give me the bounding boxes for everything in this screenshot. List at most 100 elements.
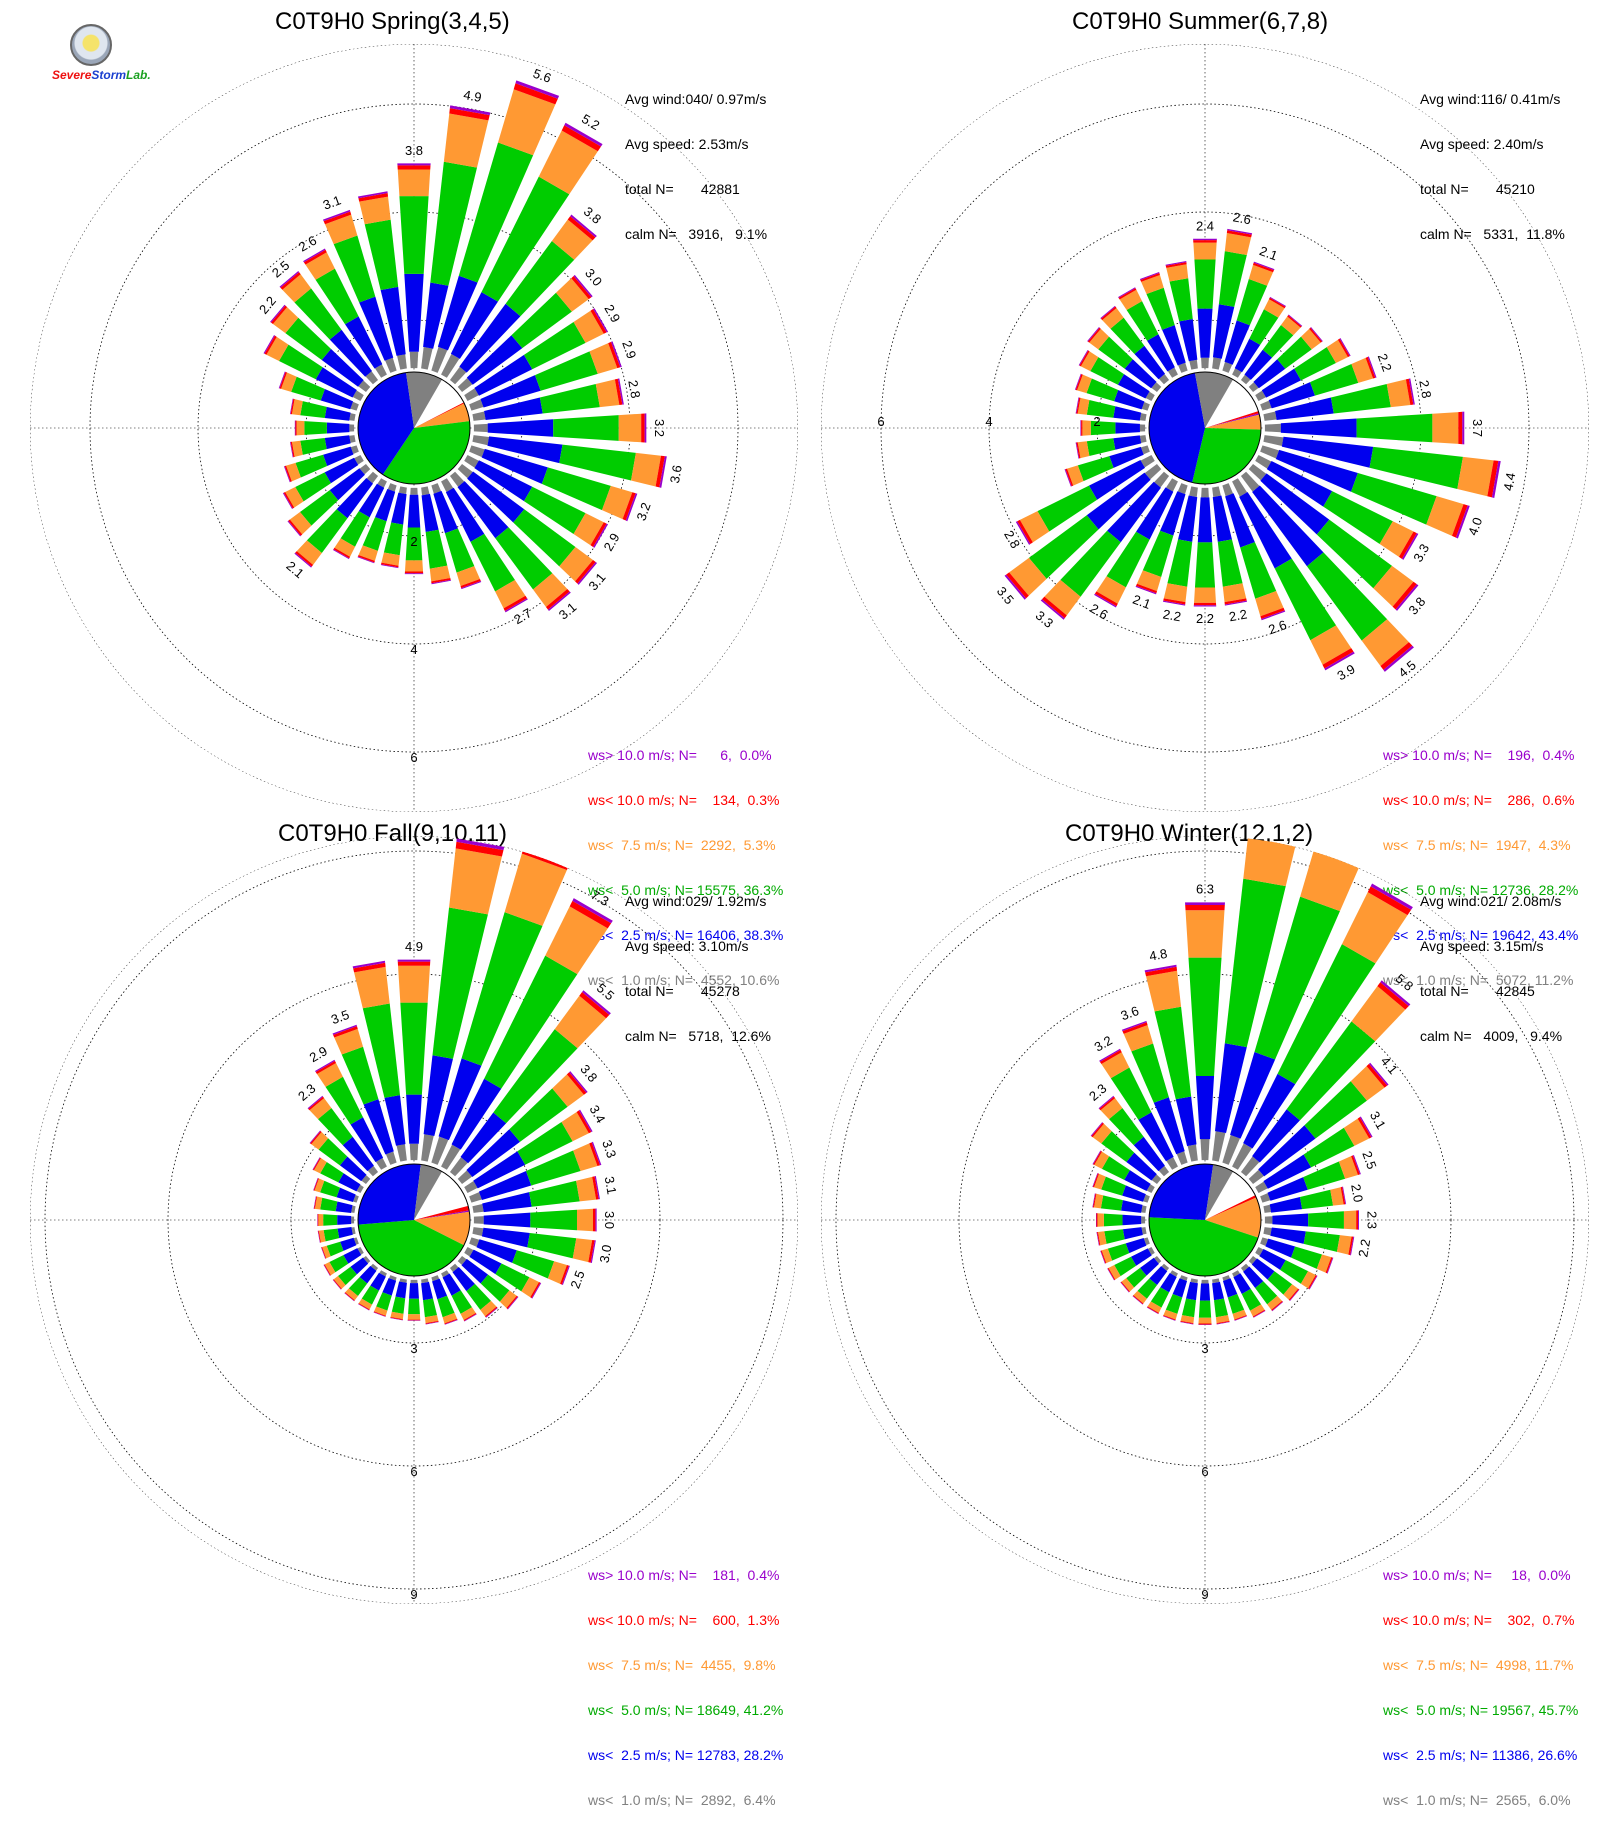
bar-segment-lt2_5 xyxy=(1272,1214,1308,1227)
bar-label: 3.1 xyxy=(585,570,608,593)
legend-lt10: ws< 10.0 m/s; N= 134, 0.3% xyxy=(588,793,783,808)
bar-label: 6.3 xyxy=(1196,882,1214,897)
bar-segment-lt2_5 xyxy=(1223,1278,1237,1297)
bar-270 xyxy=(1080,420,1145,436)
bar-segment-lt2_5 xyxy=(1121,1200,1143,1213)
bar-segment-lt5 xyxy=(1304,1231,1340,1252)
bar-label: 5.5 xyxy=(594,980,617,1003)
bar-segment-lt1 xyxy=(1189,360,1198,370)
bar-segment-lt5 xyxy=(1195,542,1215,587)
legend-lt1: ws< 1.0 m/s; N= 2565, 6.0% xyxy=(1383,1793,1578,1808)
bar-segment-lt2_5 xyxy=(1186,1282,1198,1300)
bar-segment-lt2_5 xyxy=(409,1283,419,1299)
bar-segment-lt1 xyxy=(472,435,489,445)
bar-segment-lt10 xyxy=(318,1214,319,1226)
bar-label: 3.0 xyxy=(602,1211,617,1229)
bar-segment-lt2_5 xyxy=(488,419,554,437)
bar-segment-gt10 xyxy=(1080,420,1081,436)
bar-segment-lt7_5 xyxy=(1193,243,1216,260)
pie-slice-lt2_5 xyxy=(358,1164,421,1225)
bar-segment-lt5 xyxy=(399,196,428,274)
bar-segment-lt5 xyxy=(300,438,326,455)
bar-label: 3.8 xyxy=(405,143,423,158)
bar-segment-lt5 xyxy=(1167,539,1192,586)
bar-label: 3.3 xyxy=(599,1138,619,1160)
legend-lt10: ws< 10.0 m/s; N= 600, 1.3% xyxy=(588,1613,783,1628)
bar-segment-lt1 xyxy=(1141,1216,1145,1223)
bar-label: 7.7 xyxy=(1388,873,1411,895)
bar-segment-lt1 xyxy=(385,358,397,373)
bar-segment-lt1 xyxy=(474,1216,484,1224)
bar-label: 3.2 xyxy=(652,419,667,437)
bar-label: 3.8 xyxy=(581,204,604,227)
bar-label: 4.1 xyxy=(1378,1054,1401,1077)
bar-segment-lt1 xyxy=(1212,486,1221,497)
bar-segment-lt7_5 xyxy=(444,113,489,167)
bar-segment-lt2_5 xyxy=(327,423,350,434)
bar-label: 3.6 xyxy=(667,464,685,484)
bar-segment-lt2_5 xyxy=(336,1201,353,1212)
bar-segment-lt5 xyxy=(1214,1298,1228,1317)
bar-segment-gt10 xyxy=(1193,239,1217,240)
bar-label: 2.6 xyxy=(1266,617,1288,637)
bar-segment-lt10 xyxy=(1251,820,1303,822)
ring-label: 9 xyxy=(410,1587,417,1602)
bar-label: 3.9 xyxy=(1334,661,1357,683)
legend-lt10: ws< 10.0 m/s; N= 302, 0.7% xyxy=(1383,1613,1578,1628)
legend-lt5: ws< 5.0 m/s; N= 19567, 45.7% xyxy=(1383,1703,1578,1718)
spring-panel: SevereStormLab. C0T9H0 Spring(3,4,5) Avg… xyxy=(0,0,810,820)
fall-panel: C0T9H0 Fall(9,10,11) Avg wind:029/ 1.92m… xyxy=(0,820,810,1640)
bar-segment-lt7_5 xyxy=(318,1214,323,1226)
bar-label: 3.3 xyxy=(1033,608,1056,631)
bar-segment-lt5 xyxy=(1101,1195,1123,1210)
legend-gt10: ws> 10.0 m/s; N= 6, 0.0% xyxy=(588,748,783,763)
ring-label: 2 xyxy=(410,534,417,549)
bar-segment-lt7_5 xyxy=(1457,457,1493,496)
bar-segment-lt7_5 xyxy=(449,848,502,914)
bar-segment-lt7_5 xyxy=(1194,587,1216,602)
ring-label: 6 xyxy=(410,1464,417,1479)
bar-segment-lt7_5 xyxy=(398,169,431,196)
legend-lt2-5: ws< 2.5 m/s; N= 11386, 26.6% xyxy=(1383,1748,1578,1763)
bar-segment-lt7_5 xyxy=(1432,412,1458,444)
bar-label: 2.9 xyxy=(601,302,623,325)
bar-0: 2.4 xyxy=(1193,218,1217,368)
bar-segment-lt7_5 xyxy=(1198,1318,1211,1324)
calm-pie xyxy=(1149,1164,1261,1276)
bar-segment-lt5 xyxy=(1104,1229,1124,1244)
bar-label: 4.4 xyxy=(1500,471,1518,491)
bar-segment-lt10 xyxy=(1081,420,1082,436)
bar-segment-lt1 xyxy=(421,1134,434,1161)
bar-segment-lt5 xyxy=(1194,259,1215,308)
bar-segment-lt5 xyxy=(1182,1298,1196,1317)
bar-segment-lt1 xyxy=(474,424,488,432)
bar-segment-lt2_5 xyxy=(325,407,351,421)
bar-segment-lt1 xyxy=(410,1280,417,1283)
legend-lt1: ws< 1.0 m/s; N= 2892, 6.4% xyxy=(588,1793,783,1808)
bar-label: 2.0 xyxy=(1348,1183,1366,1203)
bar-segment-lt2_5 xyxy=(484,1213,531,1228)
bar-270 xyxy=(317,1214,354,1226)
windrose-winter: 6.38.88.67.75.84.13.12.52.02.32.22.33.23… xyxy=(810,820,1620,1640)
bar-segment-lt1 xyxy=(1212,357,1221,369)
bar-segment-gt10 xyxy=(295,421,296,436)
calm-pie xyxy=(1149,372,1261,484)
bar-segment-lt2_5 xyxy=(1123,1227,1143,1239)
bar-segment-lt1 xyxy=(1201,358,1209,368)
bar-label: 3.1 xyxy=(602,1175,620,1195)
ring-label: 4 xyxy=(985,414,992,429)
bar-label: 3.5 xyxy=(329,1007,351,1027)
bar-segment-lt7_5 xyxy=(1344,1210,1356,1229)
bar-segment-lt1 xyxy=(1263,412,1276,421)
bar-segment-lt2_5 xyxy=(325,435,351,449)
bar-segment-lt1 xyxy=(1263,1227,1271,1235)
bar-label: 2.1 xyxy=(1131,592,1153,612)
bar-label: 3.0 xyxy=(582,266,605,289)
bar-segment-lt5 xyxy=(1218,539,1243,586)
bar-segment-lt10 xyxy=(1458,412,1462,444)
bar-180: 2.2 xyxy=(1194,488,1216,626)
bar-segment-lt5 xyxy=(304,421,327,435)
bar-segment-gt10 xyxy=(1320,824,1370,845)
bar-label: 2.8 xyxy=(625,379,643,399)
